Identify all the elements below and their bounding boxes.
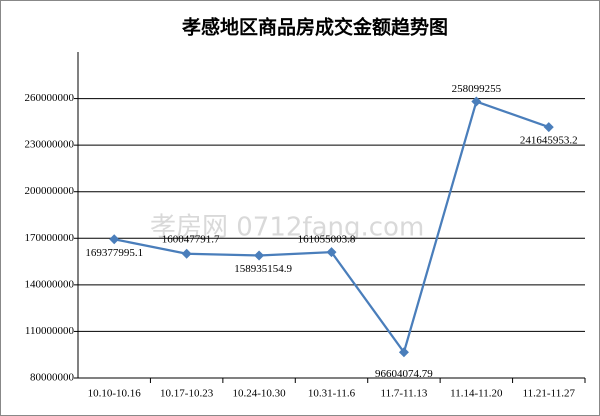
data-label: 96604074.79 <box>375 368 433 380</box>
data-label: 258099255 <box>452 83 502 95</box>
y-tick-label: 260000000 <box>25 92 75 104</box>
data-label: 161055003.8 <box>298 234 356 246</box>
chart-title: 孝感地区商品房成交金额趋势图 <box>182 16 448 39</box>
x-tick-label: 10.17-10.23 <box>160 388 214 400</box>
marker <box>398 347 409 358</box>
marker <box>254 250 265 261</box>
marker <box>471 96 482 107</box>
y-tick-label: 230000000 <box>25 139 75 151</box>
data-label: 241645953.2 <box>520 135 578 147</box>
x-tick-label: 11.21-11.27 <box>523 388 576 400</box>
marker <box>543 122 554 133</box>
x-tick-label: 10.31-11.6 <box>308 388 356 400</box>
data-label: 169377995.1 <box>85 247 143 259</box>
x-tick-label: 11.14-11.20 <box>450 388 503 400</box>
marker <box>326 247 337 258</box>
y-tick-label: 170000000 <box>25 232 75 244</box>
y-tick-label: 140000000 <box>25 278 75 290</box>
y-tick-label: 80000000 <box>30 372 75 384</box>
data-label: 158935154.9 <box>234 263 292 275</box>
marker <box>109 234 120 245</box>
data-label: 160047791.7 <box>162 233 220 245</box>
y-tick-label: 200000000 <box>25 185 75 197</box>
x-tick-label: 10.10-10.16 <box>88 388 142 400</box>
y-tick-label: 110000000 <box>25 325 75 337</box>
x-tick-label: 10.24-10.30 <box>232 388 286 400</box>
x-tick-label: 11.7-11.13 <box>380 388 427 400</box>
watermark: 孝房网 0712fang.com <box>150 213 424 243</box>
marker <box>181 248 192 259</box>
